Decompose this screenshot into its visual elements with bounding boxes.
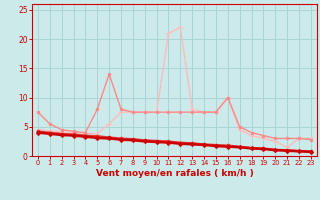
X-axis label: Vent moyen/en rafales ( km/h ): Vent moyen/en rafales ( km/h ) [96,169,253,178]
